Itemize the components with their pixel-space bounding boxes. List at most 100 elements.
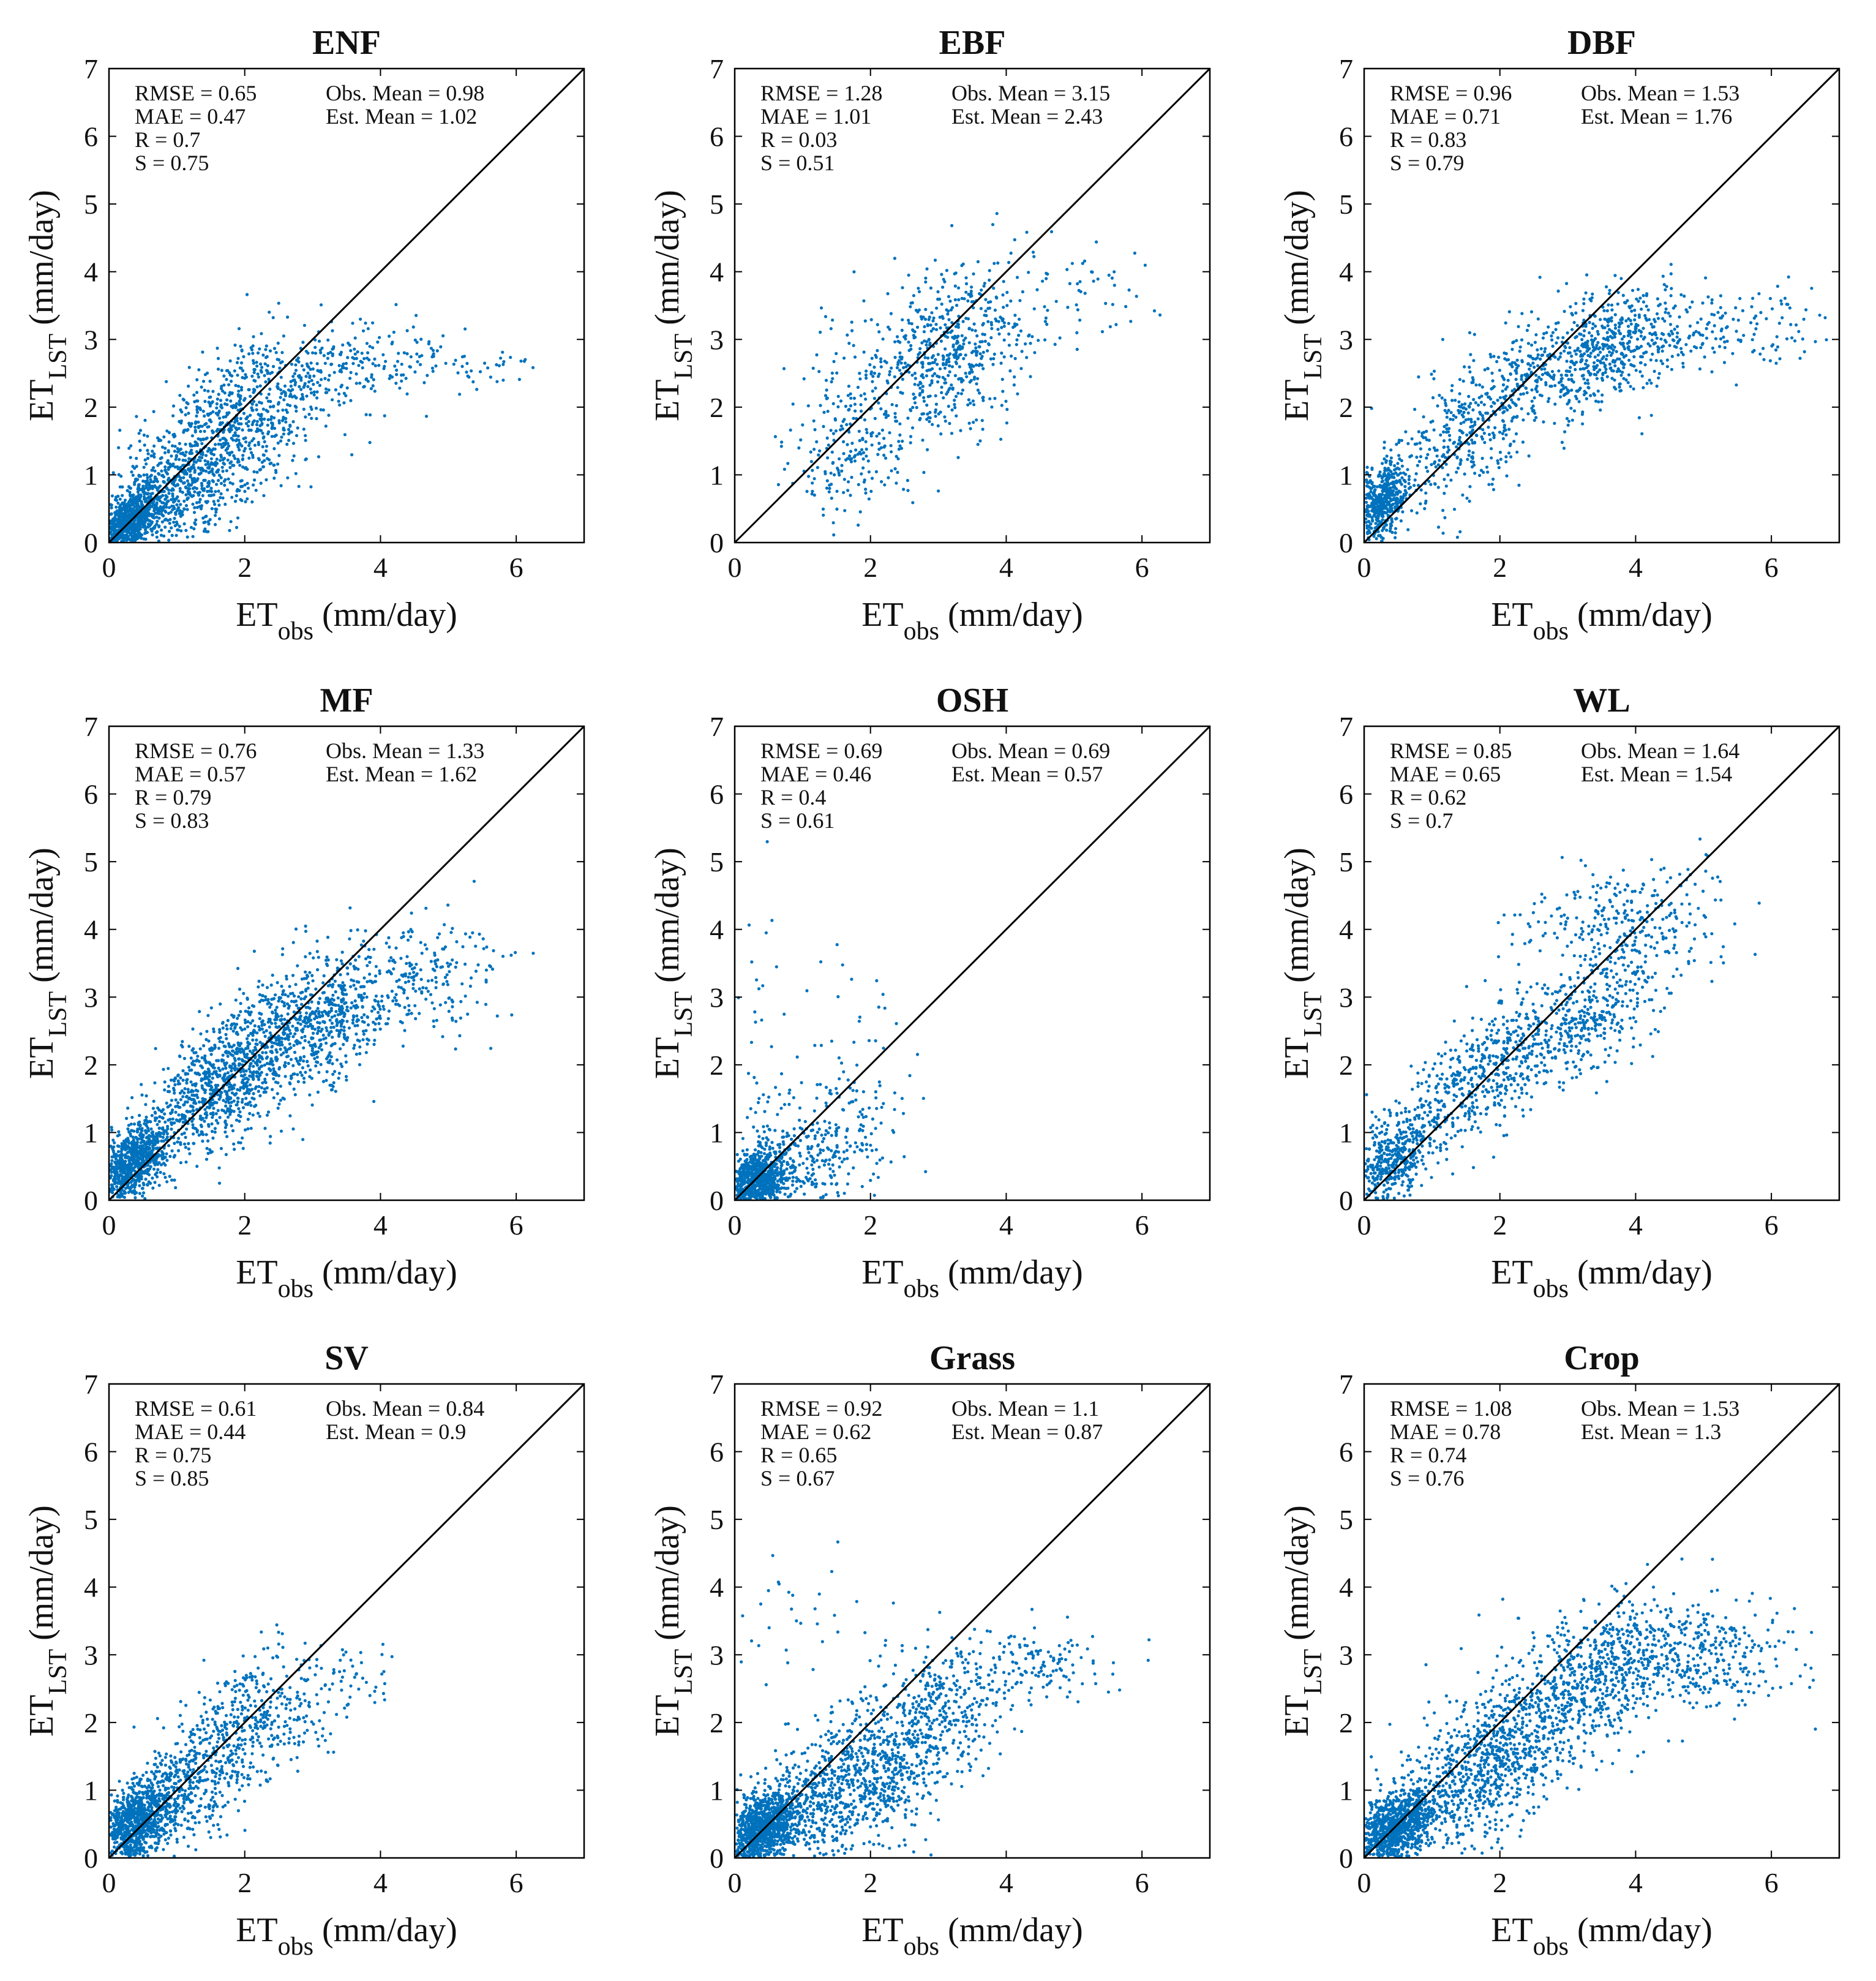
data-point — [1520, 375, 1523, 378]
data-point — [931, 423, 934, 426]
data-point — [1425, 466, 1428, 469]
data-point — [1723, 361, 1726, 364]
data-point — [1789, 323, 1792, 326]
data-point — [1400, 459, 1403, 462]
data-point — [1653, 370, 1656, 373]
data-point — [1668, 315, 1672, 318]
data-point — [1605, 285, 1608, 288]
data-point — [1575, 361, 1578, 364]
data-point — [1394, 536, 1397, 539]
data-point — [1474, 383, 1477, 386]
data-point — [193, 468, 197, 472]
data-point — [978, 340, 981, 344]
data-point — [345, 362, 348, 365]
data-point — [247, 457, 250, 460]
data-point — [156, 536, 159, 539]
data-point — [956, 347, 959, 350]
data-point — [811, 492, 814, 495]
data-point — [206, 372, 209, 375]
data-point — [838, 457, 841, 460]
data-point — [113, 524, 116, 527]
data-point — [244, 373, 247, 376]
data-point — [862, 457, 865, 460]
data-point — [1425, 456, 1428, 459]
data-point — [1437, 464, 1440, 467]
data-point — [150, 474, 153, 477]
data-point — [1005, 304, 1008, 307]
data-point — [1803, 350, 1806, 353]
data-point — [193, 486, 196, 489]
data-point — [1019, 367, 1022, 370]
data-point — [523, 359, 526, 363]
data-point — [1632, 331, 1635, 334]
data-point — [1544, 383, 1547, 386]
x-tick-label: 0 — [102, 552, 116, 583]
data-point — [143, 419, 146, 422]
data-point — [434, 364, 437, 367]
data-point — [973, 323, 976, 326]
data-point — [1565, 359, 1568, 363]
data-point — [1397, 454, 1400, 457]
data-point — [175, 503, 178, 506]
data-point — [990, 323, 993, 326]
data-point — [337, 393, 340, 396]
data-point — [381, 353, 385, 356]
data-point — [349, 399, 352, 402]
data-point — [1370, 467, 1373, 470]
data-point — [1510, 398, 1513, 401]
data-point — [1420, 489, 1423, 492]
data-point — [1037, 339, 1040, 342]
data-point — [263, 459, 266, 462]
data-point — [1014, 357, 1017, 360]
data-point — [1778, 357, 1781, 360]
data-point — [237, 389, 240, 393]
data-point — [854, 448, 857, 451]
data-point — [280, 351, 283, 354]
data-point — [223, 391, 227, 394]
data-point — [871, 357, 874, 360]
data-point — [902, 335, 906, 338]
data-point — [231, 464, 234, 467]
data-point — [1050, 230, 1053, 233]
data-point — [240, 361, 243, 364]
data-point — [255, 489, 258, 492]
data-point — [179, 509, 182, 512]
data-point — [328, 388, 331, 391]
data-point — [811, 469, 814, 472]
data-point — [957, 377, 960, 380]
data-point — [156, 464, 159, 467]
data-point — [366, 351, 369, 355]
data-point — [993, 353, 996, 356]
data-point — [1803, 318, 1806, 321]
data-point — [233, 421, 236, 424]
data-point — [286, 411, 289, 414]
data-point — [1365, 471, 1368, 474]
data-point — [850, 457, 853, 460]
data-point — [198, 407, 201, 410]
data-point — [362, 329, 365, 333]
data-point — [260, 419, 263, 422]
y-axis-label-sub: LST — [1299, 334, 1327, 380]
data-point — [1559, 390, 1563, 393]
data-point — [1424, 492, 1427, 495]
data-point — [863, 478, 866, 481]
data-point — [1418, 460, 1421, 463]
data-point — [947, 388, 950, 391]
data-point — [179, 512, 182, 515]
data-point — [235, 494, 238, 497]
data-point — [110, 513, 113, 516]
data-point — [291, 375, 295, 378]
stat-r: R = 0.7 — [135, 127, 200, 152]
data-point — [914, 372, 917, 375]
data-point — [304, 458, 307, 461]
data-point — [306, 372, 309, 375]
stat-est-mean: Est. Mean = 2.43 — [951, 104, 1103, 129]
data-point — [372, 378, 375, 381]
data-point — [1590, 339, 1593, 342]
data-point — [195, 378, 198, 382]
data-point — [1443, 446, 1446, 449]
data-point — [460, 365, 463, 368]
data-point — [894, 416, 897, 419]
data-point — [1010, 355, 1013, 358]
data-point — [1722, 336, 1725, 339]
